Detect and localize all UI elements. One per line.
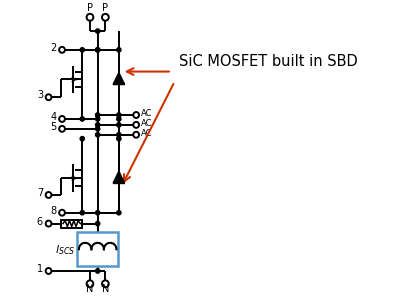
Text: AC: AC [141,109,152,118]
Circle shape [117,48,121,52]
FancyBboxPatch shape [78,232,118,266]
Circle shape [117,113,121,117]
Text: $\it{l}_{SCS}$: $\it{l}_{SCS}$ [55,243,76,257]
Polygon shape [113,171,125,183]
Circle shape [96,113,100,117]
Text: 6: 6 [37,217,43,226]
Circle shape [80,117,84,121]
Circle shape [96,211,100,215]
Text: 2: 2 [50,43,56,53]
Circle shape [117,123,121,127]
Circle shape [96,221,100,226]
Text: 4: 4 [50,112,56,122]
Text: P: P [102,3,108,13]
Circle shape [117,136,121,141]
Text: 3: 3 [37,90,43,100]
Text: 5: 5 [50,122,56,132]
Circle shape [96,48,100,52]
Bar [61,220,82,227]
Circle shape [117,211,121,215]
Text: SiC MOSFET built in SBD: SiC MOSFET built in SBD [180,54,358,69]
Circle shape [80,136,84,141]
Text: AC: AC [141,119,152,128]
Circle shape [80,48,84,52]
Text: 8: 8 [50,206,56,216]
Text: N: N [102,284,109,294]
Circle shape [96,117,100,121]
Circle shape [80,211,84,215]
Circle shape [117,117,121,121]
Text: P: P [87,3,93,13]
Polygon shape [113,73,125,84]
Text: 7: 7 [37,188,43,198]
Circle shape [117,133,121,137]
Circle shape [96,269,100,273]
Text: AC: AC [141,129,152,138]
Text: 1: 1 [37,264,43,274]
Circle shape [96,127,100,131]
Text: N: N [86,284,94,294]
Circle shape [96,123,100,127]
Circle shape [96,29,100,33]
Circle shape [96,133,100,137]
Circle shape [96,48,100,52]
